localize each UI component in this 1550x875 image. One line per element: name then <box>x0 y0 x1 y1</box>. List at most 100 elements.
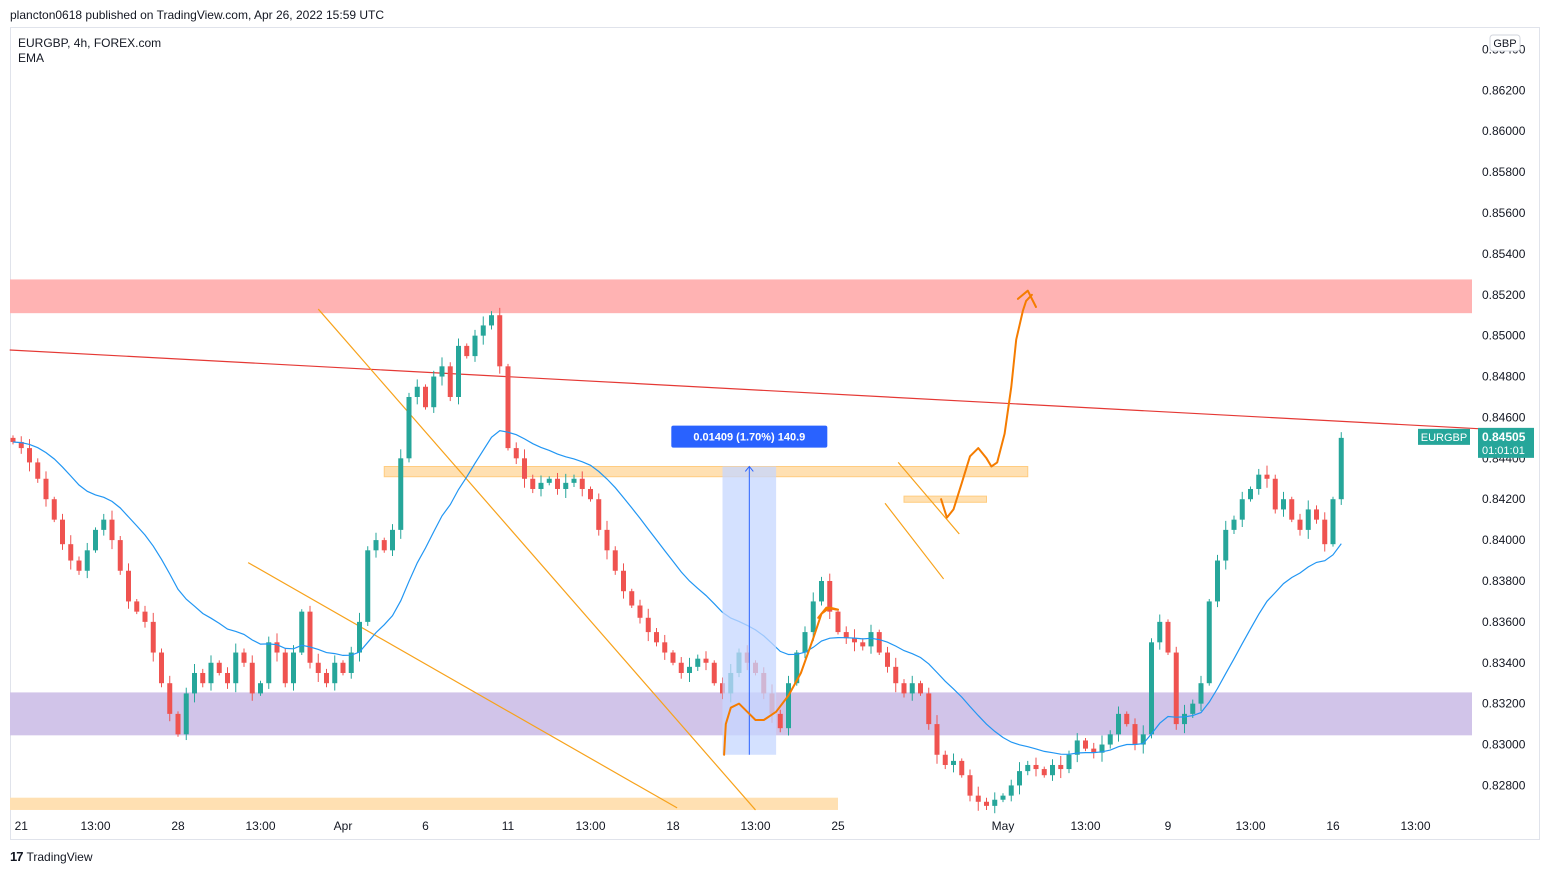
candle <box>167 675 173 722</box>
candle <box>1239 491 1245 528</box>
candle <box>1190 699 1196 718</box>
candle-body <box>703 658 709 663</box>
candle <box>291 645 296 691</box>
footer-brand[interactable]: 17 TradingView <box>10 849 93 864</box>
candle-body <box>480 325 486 336</box>
candle <box>150 612 156 662</box>
candle-body <box>909 683 915 694</box>
candle <box>84 542 90 579</box>
candle-body <box>348 652 354 673</box>
candle <box>687 657 692 682</box>
candle-body <box>827 580 833 612</box>
candle-body <box>794 652 800 684</box>
candle-body <box>546 478 552 483</box>
candle-body <box>167 683 173 714</box>
candle-body <box>315 662 321 673</box>
price-tick-label: 0.85800 <box>1482 165 1526 179</box>
wedge-lower-line <box>247 562 678 809</box>
candle-body <box>893 666 899 684</box>
candle-body <box>307 611 313 663</box>
bar-countdown: 01:01:01 <box>1482 445 1525 457</box>
candle <box>357 612 362 662</box>
candle-body <box>423 386 428 408</box>
candle-body <box>357 621 362 653</box>
candle <box>93 527 98 553</box>
candle <box>1107 730 1113 749</box>
candle <box>802 626 808 659</box>
candle-body <box>629 591 635 606</box>
candle <box>1116 706 1121 742</box>
candle-body <box>93 529 98 551</box>
candle <box>60 513 65 550</box>
time-tick-label: May <box>992 819 1015 833</box>
candle-body <box>1314 509 1319 520</box>
time-tick-label: 6 <box>422 819 429 833</box>
candle <box>505 363 511 451</box>
candle <box>1165 619 1171 655</box>
candle-body <box>843 632 849 639</box>
candle <box>670 650 676 666</box>
brand-label: TradingView <box>26 849 93 864</box>
candle-body <box>497 315 503 367</box>
last-price-tag <box>1478 427 1534 458</box>
price-tick-label: 0.83800 <box>1482 574 1526 588</box>
price-axis: 0.864000.862000.860000.858000.856000.854… <box>1418 34 1534 792</box>
candle-body <box>1066 754 1072 770</box>
candle <box>678 657 684 679</box>
candle-body <box>860 642 866 647</box>
candle <box>1083 737 1088 752</box>
candle-body <box>1050 764 1055 776</box>
published-line: plancton0618 published on TradingView.co… <box>10 8 385 22</box>
candle-body <box>1165 621 1171 653</box>
candle <box>1008 779 1014 802</box>
candle-body <box>109 519 115 541</box>
candle-body <box>406 396 412 459</box>
candle <box>612 546 618 575</box>
time-tick-label: Apr <box>334 819 353 833</box>
candle <box>621 563 626 599</box>
candle-body <box>612 550 618 571</box>
candle <box>563 473 569 498</box>
candle-body <box>18 441 24 449</box>
candle <box>266 636 272 689</box>
candle <box>852 629 857 652</box>
candle <box>926 687 932 730</box>
candle-body <box>1033 764 1039 770</box>
candle <box>538 475 544 497</box>
overlay-layer: 0.01409 (1.70%) 140.9 <box>671 289 1037 756</box>
candle-body <box>711 662 717 684</box>
candle <box>1025 760 1031 776</box>
candle <box>530 474 536 494</box>
price-tick-label: 0.83000 <box>1482 738 1526 752</box>
candle-body <box>918 683 923 694</box>
candle <box>233 643 239 693</box>
candle-body <box>1305 509 1311 530</box>
candle-body <box>1025 764 1031 772</box>
candle <box>274 633 280 662</box>
candle <box>967 769 973 802</box>
candle-body <box>84 550 90 571</box>
time-tick-label: 18 <box>666 819 680 833</box>
flag-upper-line <box>897 462 960 535</box>
candle <box>951 753 956 773</box>
time-tick-label: 11 <box>502 819 515 833</box>
projection-path-second <box>940 293 1033 519</box>
candle-body <box>1248 488 1253 500</box>
time-tick-label: 9 <box>1165 819 1172 833</box>
candle-body <box>959 760 965 776</box>
candle <box>934 715 940 764</box>
chart-frame <box>10 27 1540 840</box>
candle-body <box>332 662 338 684</box>
time-tick-label: 25 <box>831 819 845 833</box>
candle-body <box>324 672 329 684</box>
candle-body <box>1132 724 1138 745</box>
candle <box>1058 755 1064 779</box>
candle-body <box>1239 499 1245 520</box>
candle <box>579 471 585 497</box>
candle-body <box>117 540 123 571</box>
candle <box>324 668 329 688</box>
candle-body <box>241 652 247 663</box>
candle <box>827 573 833 620</box>
candle <box>654 628 659 647</box>
